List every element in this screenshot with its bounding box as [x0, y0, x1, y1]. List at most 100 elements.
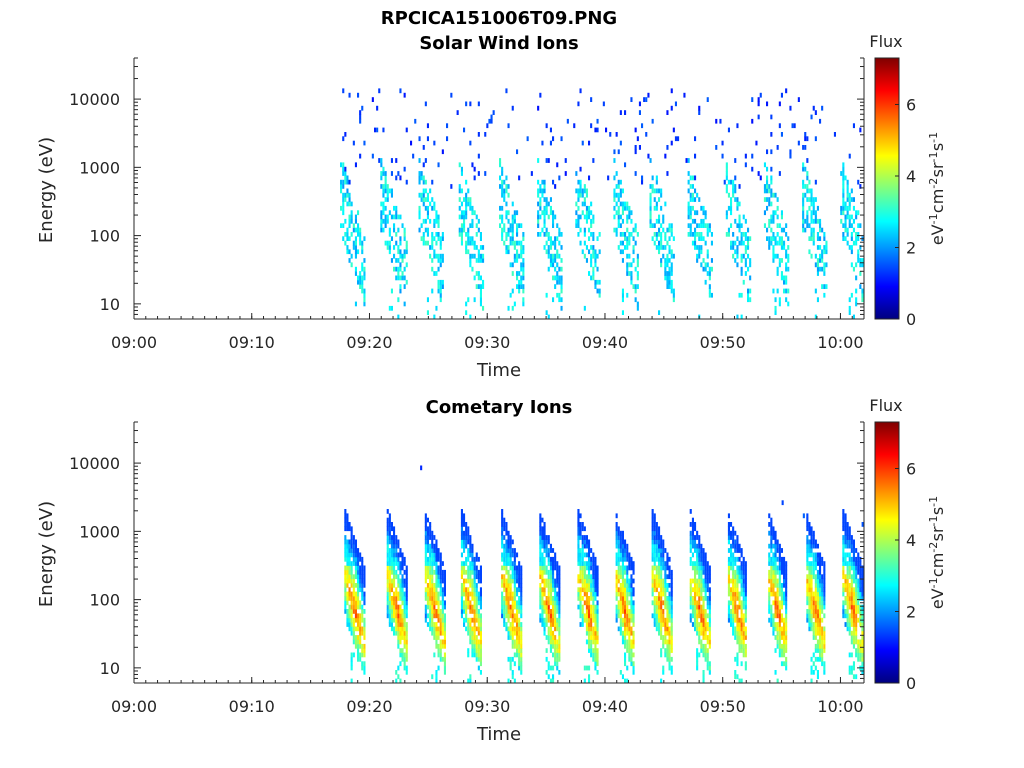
- heatmap-cell: [583, 613, 586, 619]
- heatmap-cell: [740, 678, 743, 684]
- heatmap-cell: [747, 297, 750, 303]
- heatmap-cell: [437, 232, 440, 237]
- heatmap-cell: [397, 565, 400, 571]
- heatmap-cell: [628, 262, 631, 268]
- heatmap-cell: [403, 635, 406, 640]
- heatmap-cell: [634, 127, 637, 133]
- heatmap-cell: [371, 97, 374, 102]
- heatmap-cell: [615, 227, 618, 233]
- heatmap-cell: [806, 158, 809, 163]
- heatmap-cell: [738, 630, 741, 636]
- heatmap-cell: [585, 539, 588, 545]
- heatmap-cell: [624, 661, 627, 667]
- heatmap-cell: [666, 587, 669, 593]
- heatmap-cell: [581, 574, 584, 580]
- heatmap-cell: [621, 604, 624, 610]
- heatmap-cell: [706, 232, 709, 237]
- heatmap-cell: [859, 583, 862, 588]
- heatmap-cell: [505, 583, 508, 588]
- heatmap-cell: [401, 630, 404, 636]
- heatmap-cell: [386, 530, 389, 536]
- heatmap-cell: [545, 240, 548, 246]
- heatmap-cell: [382, 188, 385, 194]
- heatmap-cell: [852, 674, 855, 680]
- heatmap-cell: [501, 526, 504, 532]
- heatmap-cell: [435, 583, 438, 588]
- heatmap-cell: [808, 609, 811, 614]
- heatmap-cell: [501, 565, 504, 571]
- heatmap-cell: [850, 214, 853, 220]
- heatmap-cell: [596, 587, 599, 593]
- heatmap-cell: [467, 622, 470, 627]
- heatmap-cell: [518, 648, 521, 653]
- heatmap-cell: [778, 583, 781, 588]
- heatmap-cell: [554, 561, 557, 566]
- heatmap-cell: [348, 552, 351, 558]
- heatmap-cell: [507, 569, 510, 575]
- heatmap-cell: [378, 158, 381, 163]
- heatmap-cell: [549, 569, 552, 575]
- heatmap-cell: [577, 535, 580, 540]
- heatmap-cell: [772, 552, 775, 558]
- heatmap-cell: [638, 145, 641, 150]
- heatmap-cell: [704, 223, 707, 228]
- heatmap-cell: [397, 626, 400, 632]
- heatmap-cell: [503, 613, 506, 619]
- heatmap-cell: [350, 253, 353, 259]
- heatmap-cell: [816, 578, 819, 584]
- heatmap-cell: [848, 604, 851, 610]
- heatmap-cell: [844, 223, 847, 228]
- heatmap-cell: [590, 548, 593, 553]
- heatmap-cell: [420, 175, 423, 181]
- heatmap-cell: [689, 522, 692, 527]
- heatmap-cell: [518, 240, 521, 246]
- heatmap-cell: [664, 275, 667, 281]
- heatmap-cell: [505, 214, 508, 220]
- heatmap-cell: [842, 210, 845, 216]
- heatmap-cell: [390, 596, 393, 601]
- heatmap-cell: [397, 275, 400, 281]
- heatmap-cell: [393, 214, 396, 220]
- heatmap-cell: [706, 656, 709, 662]
- heatmap-cell: [549, 587, 552, 593]
- heatmap-cell: [772, 630, 775, 636]
- heatmap-cell: [848, 569, 851, 575]
- heatmap-cell: [361, 617, 364, 623]
- heatmap-cell: [403, 604, 406, 610]
- heatmap-cell: [558, 635, 561, 640]
- heatmap-cell: [662, 635, 665, 640]
- heatmap-cell: [624, 652, 627, 658]
- heatmap-cell: [465, 626, 468, 632]
- heatmap-cell: [626, 240, 629, 246]
- heatmap-cell: [660, 535, 663, 540]
- heatmap-cell: [352, 556, 355, 562]
- heatmap-cell: [460, 561, 463, 566]
- heatmap-cell: [350, 630, 353, 636]
- heatmap-cell: [596, 574, 599, 580]
- heatmap-cell: [619, 214, 622, 220]
- heatmap-cell: [850, 249, 853, 255]
- heatmap-cell: [348, 223, 351, 228]
- heatmap-cell: [823, 635, 826, 640]
- heatmap-cell: [857, 639, 860, 645]
- heatmap-cell: [388, 249, 391, 255]
- heatmap-cell: [395, 630, 398, 636]
- heatmap-cell: [776, 556, 779, 562]
- heatmap-cell: [727, 583, 730, 588]
- heatmap-cell: [350, 574, 353, 580]
- heatmap-cell: [634, 297, 637, 303]
- heatmap-cell: [727, 548, 730, 553]
- heatmap-cell: [588, 596, 591, 601]
- heatmap-cell: [816, 674, 819, 680]
- heatmap-cell: [626, 630, 629, 636]
- heatmap-cell: [547, 232, 550, 237]
- heatmap-cell: [810, 596, 813, 601]
- heatmap-cell: [655, 232, 658, 237]
- heatmap-cell: [698, 565, 701, 571]
- heatmap-cell: [770, 622, 773, 627]
- heatmap-cell: [501, 613, 504, 619]
- heatmap-cell: [577, 548, 580, 553]
- heatmap-cell: [361, 275, 364, 281]
- colorbar-gradient: [874, 57, 900, 320]
- heatmap-cell: [842, 166, 845, 172]
